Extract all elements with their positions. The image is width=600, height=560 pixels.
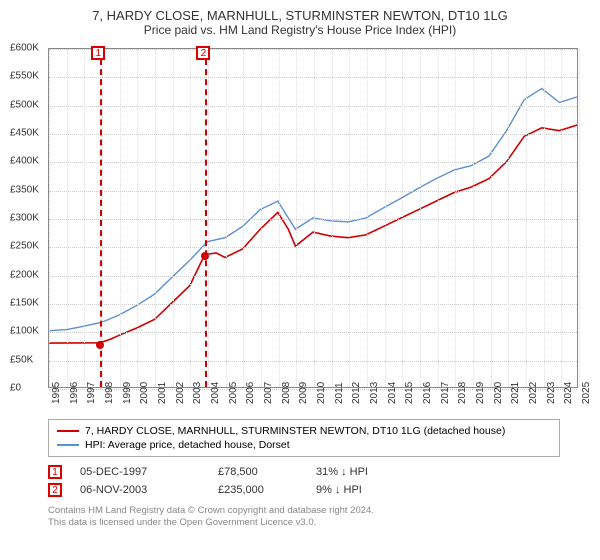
event-row-2: 2 06-NOV-2003 £235,000 9% ↓ HPI [48, 481, 560, 499]
event-date-1: 05-DEC-1997 [80, 466, 200, 478]
marker-box-1: 1 [91, 46, 105, 60]
chart-subtitle: Price paid vs. HM Land Registry's House … [10, 23, 590, 37]
xtick-label: 2025 [581, 382, 600, 404]
ytick-label: £400K [10, 156, 46, 167]
ytick-label: £600K [10, 43, 46, 54]
event-date-2: 06-NOV-2003 [80, 484, 200, 496]
ytick-label: £250K [10, 241, 46, 252]
legend-row-price: 7, HARDY CLOSE, MARNHULL, STURMINSTER NE… [57, 424, 551, 438]
ytick-label: £550K [10, 71, 46, 82]
footer: Contains HM Land Registry data © Crown c… [48, 505, 560, 530]
ytick-label: £50K [10, 354, 46, 365]
event-price-2: £235,000 [218, 484, 298, 496]
event-list: 1 05-DEC-1997 £78,500 31% ↓ HPI 2 06-NOV… [48, 463, 560, 499]
footer-line-2: This data is licensed under the Open Gov… [48, 517, 560, 529]
ytick-label: £350K [10, 184, 46, 195]
legend-swatch-price [57, 430, 79, 432]
ytick-label: £150K [10, 298, 46, 309]
legend: 7, HARDY CLOSE, MARNHULL, STURMINSTER NE… [48, 419, 560, 457]
legend-label-price: 7, HARDY CLOSE, MARNHULL, STURMINSTER NE… [85, 425, 505, 437]
legend-row-hpi: HPI: Average price, detached house, Dors… [57, 438, 551, 452]
chart-container: 7, HARDY CLOSE, MARNHULL, STURMINSTER NE… [0, 0, 600, 560]
ytick-label: £300K [10, 213, 46, 224]
ytick-label: £0 [10, 383, 46, 394]
event-hpi-1: 31% ↓ HPI [316, 466, 368, 478]
legend-label-hpi: HPI: Average price, detached house, Dors… [85, 439, 290, 451]
event-row-1: 1 05-DEC-1997 £78,500 31% ↓ HPI [48, 463, 560, 481]
plot-region [48, 48, 578, 388]
legend-swatch-hpi [57, 444, 79, 446]
chart-title: 7, HARDY CLOSE, MARNHULL, STURMINSTER NE… [10, 8, 590, 23]
event-price-1: £78,500 [218, 466, 298, 478]
footer-line-1: Contains HM Land Registry data © Crown c… [48, 505, 560, 517]
ytick-label: £100K [10, 326, 46, 337]
ytick-label: £500K [10, 99, 46, 110]
marker-box-2: 2 [196, 46, 210, 60]
event-marker-1: 1 [48, 465, 62, 479]
event-hpi-2: 9% ↓ HPI [316, 484, 362, 496]
marker-dot-1 [96, 341, 104, 349]
line-svg [49, 49, 577, 387]
ytick-label: £450K [10, 128, 46, 139]
event-marker-2: 2 [48, 483, 62, 497]
ytick-label: £200K [10, 269, 46, 280]
marker-dot-2 [201, 252, 209, 260]
chart-area: £0 £50K £100K £150K £200K £250K £300K £350K £400… [10, 43, 590, 413]
